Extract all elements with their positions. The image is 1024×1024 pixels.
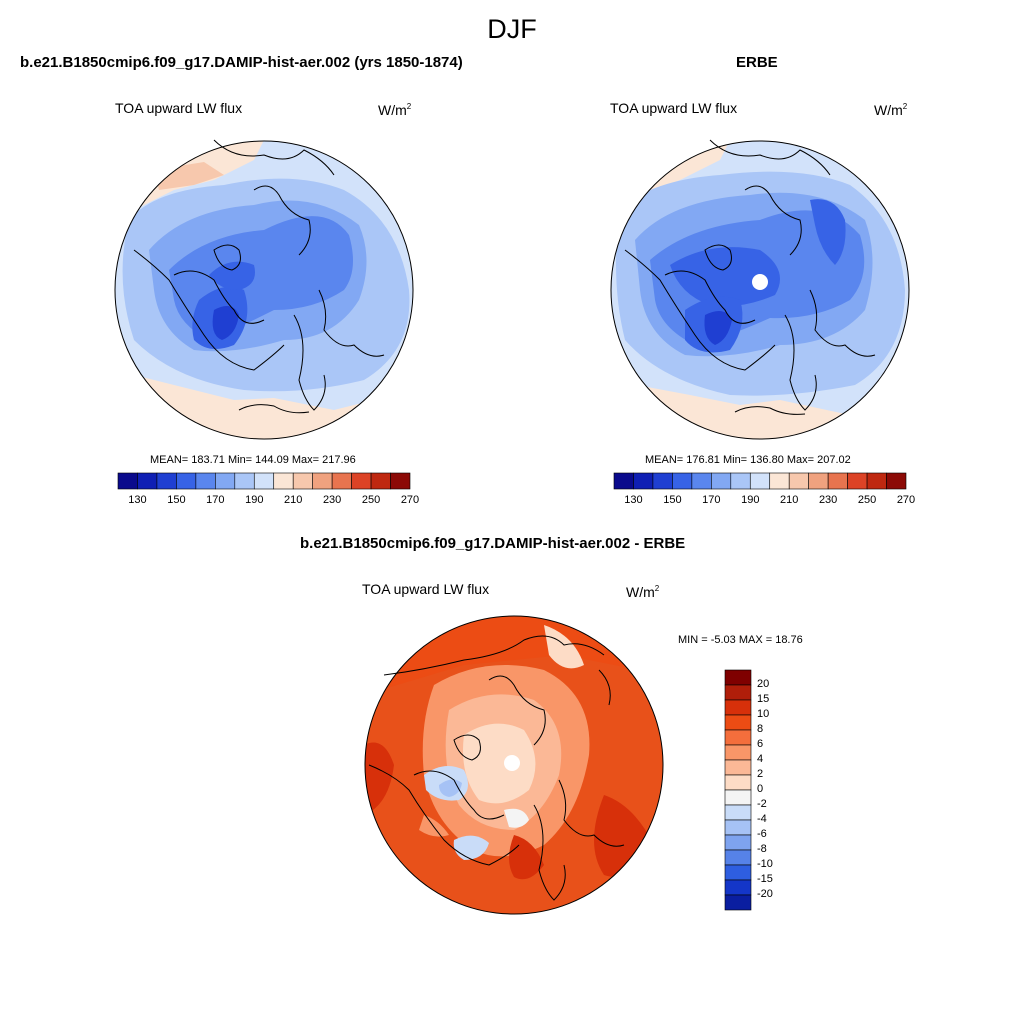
colorbar-diff-tick-label: -2 — [757, 798, 767, 810]
colorbar-model-swatch-1 — [137, 472, 158, 490]
colorbar-diff-tick-label: 20 — [757, 678, 770, 690]
colorbar-model-swatch-0 — [117, 472, 138, 490]
colorbar-model-tick-label: 230 — [322, 494, 342, 506]
colorbar-diff-swatch-12 — [724, 849, 752, 866]
colorbar-diff-swatch-3 — [724, 714, 752, 731]
colorbar-model-swatch-10 — [312, 472, 333, 490]
colorbar-diff-swatch-1 — [724, 684, 752, 701]
colorbar-model-swatch-9 — [292, 472, 313, 490]
colorbar-diff-tick-label: -15 — [757, 873, 773, 885]
colorbar-model-swatch-3 — [176, 472, 197, 490]
colorbar-diff-tick-label: -8 — [757, 843, 767, 855]
stats-obs: MEAN= 176.81 Min= 136.80 Max= 207.02 — [645, 454, 851, 466]
colorbar-model-swatch-7 — [253, 472, 275, 490]
colorbar-model-tick-label: 170 — [206, 494, 225, 506]
polar-map-diff — [364, 615, 664, 915]
units-label-obs: W/m2 — [874, 102, 908, 118]
panel-title-obs: ERBE — [736, 54, 778, 71]
colorbar-diff-tick-label: 8 — [757, 723, 764, 735]
colorbar-obs-tick-label: 230 — [818, 494, 838, 506]
colorbar-diff-swatch-7 — [724, 774, 752, 791]
colorbar-obs-tick-label: 170 — [702, 494, 721, 506]
colorbar-obs-swatch-1 — [633, 472, 654, 490]
variable-label-diff: TOA upward LW flux — [362, 581, 490, 597]
colorbar-diff-swatch-0 — [724, 669, 752, 686]
colorbar-diff-swatch-2 — [724, 699, 752, 716]
colorbar-ticks-model: 130 150 170 190 210 230 250 270 — [118, 494, 419, 510]
colorbar-ticks-obs: 130 150 170 190 210 230 250 270 — [614, 494, 915, 510]
colorbar-model-swatch-11 — [331, 472, 352, 490]
colorbar-obs-swatch-10 — [808, 472, 829, 490]
colorbar-obs-tick-label: 190 — [741, 494, 760, 506]
colorbar-diff-swatch-5 — [724, 744, 752, 761]
colorbar-diff — [724, 669, 752, 911]
colorbar-model-swatch-4 — [195, 472, 216, 490]
colorbar-obs-swatch-12 — [847, 472, 868, 490]
colorbar-model-swatch-14 — [390, 472, 411, 490]
colorbar-model-swatch-13 — [370, 472, 391, 490]
variable-label-model: TOA upward LW flux — [115, 100, 243, 116]
colorbar-model-tick-label: 250 — [361, 494, 381, 506]
colorbar-obs-swatch-13 — [866, 472, 887, 490]
colorbar-model-swatch-5 — [215, 472, 236, 490]
colorbar-model-swatch-2 — [156, 472, 177, 490]
colorbar-diff-swatch-13 — [724, 864, 752, 881]
colorbar-diff-tick-label: 10 — [757, 708, 770, 720]
colorbar-obs-tick-label: 210 — [780, 494, 799, 506]
colorbar-obs-swatch-7 — [749, 472, 771, 490]
colorbar-diff-swatch-4 — [724, 729, 752, 746]
colorbar-obs-tick-label: 250 — [857, 494, 877, 506]
colorbar-diff-swatch-8 — [724, 789, 752, 806]
colorbar-diff-swatch-10 — [724, 819, 752, 836]
colorbar-model-swatch-12 — [351, 472, 372, 490]
colorbar-obs-swatch-6 — [730, 472, 751, 490]
colorbar-diff-tick-label: 4 — [757, 753, 764, 765]
polar-map-model — [114, 139, 414, 440]
colorbar-diff-tick-label: -10 — [757, 858, 773, 870]
panel-title-model: b.e21.B1850cmip6.f09_g17.DAMIP-hist-aer.… — [20, 54, 463, 71]
colorbar-obs-swatch-5 — [711, 472, 732, 490]
colorbar-diff-tick-label: -4 — [757, 813, 767, 825]
colorbar-diff-swatch-9 — [724, 804, 752, 821]
colorbar-diff-tick-label: -20 — [757, 888, 773, 900]
colorbar-model-tick-label: 190 — [245, 494, 264, 506]
colorbar-model-tick-label: 210 — [284, 494, 303, 506]
colorbar-obs-swatch-11 — [827, 472, 848, 490]
panel-title-diff: b.e21.B1850cmip6.f09_g17.DAMIP-hist-aer.… — [300, 535, 686, 552]
colorbar-obs-tick-label: 130 — [624, 494, 643, 506]
colorbar-obs-swatch-8 — [769, 472, 790, 490]
colorbar-obs-swatch-14 — [886, 472, 907, 490]
variable-label-obs: TOA upward LW flux — [610, 100, 738, 116]
colorbar-diff-swatch-11 — [724, 834, 752, 851]
colorbar-diff-tick-label: 0 — [757, 783, 764, 795]
stats-model: MEAN= 183.71 Min= 144.09 Max= 217.96 — [150, 454, 356, 466]
colorbar-obs-swatch-9 — [788, 472, 809, 490]
colorbar-diff-swatch-14 — [724, 879, 752, 896]
colorbar-obs-tick-label: 150 — [663, 494, 682, 506]
colorbar-obs-swatch-3 — [672, 472, 693, 490]
colorbar-diff-swatch-6 — [724, 759, 752, 776]
stats-diff: MIN = -5.03 MAX = 18.76 — [678, 634, 803, 646]
colorbar-diff-tick-label: -6 — [757, 828, 767, 840]
colorbar-model-swatch-8 — [273, 472, 294, 490]
units-label-diff: W/m2 — [626, 584, 660, 600]
colorbar-model-swatch-6 — [234, 472, 255, 490]
units-label-model: W/m2 — [378, 102, 412, 118]
colorbar-diff-tick-label: 6 — [757, 738, 764, 750]
colorbar-model-tick-label: 130 — [128, 494, 147, 506]
colorbar-obs-swatch-4 — [691, 472, 712, 490]
colorbar-diff-tick-label: 15 — [757, 693, 770, 705]
colorbar-obs-swatch-2 — [652, 472, 673, 490]
colorbar-obs — [613, 472, 907, 490]
colorbar-model — [117, 472, 411, 490]
figure-title: DJF — [487, 14, 537, 44]
colorbar-diff-tick-label: 2 — [757, 768, 764, 780]
colorbar-diff-swatch-15 — [724, 894, 752, 911]
colorbar-obs-swatch-0 — [613, 472, 634, 490]
colorbar-model-tick-label: 150 — [167, 494, 186, 506]
colorbar-obs-tick-label: 270 — [896, 494, 916, 506]
colorbar-model-tick-label: 270 — [400, 494, 420, 506]
polar-map-obs — [610, 139, 910, 440]
colorbar-ticks-diff: 20 15 10 8 6 4 2 0 -2 -4 -6 -8 -10 -15 -20 — [757, 670, 797, 910]
